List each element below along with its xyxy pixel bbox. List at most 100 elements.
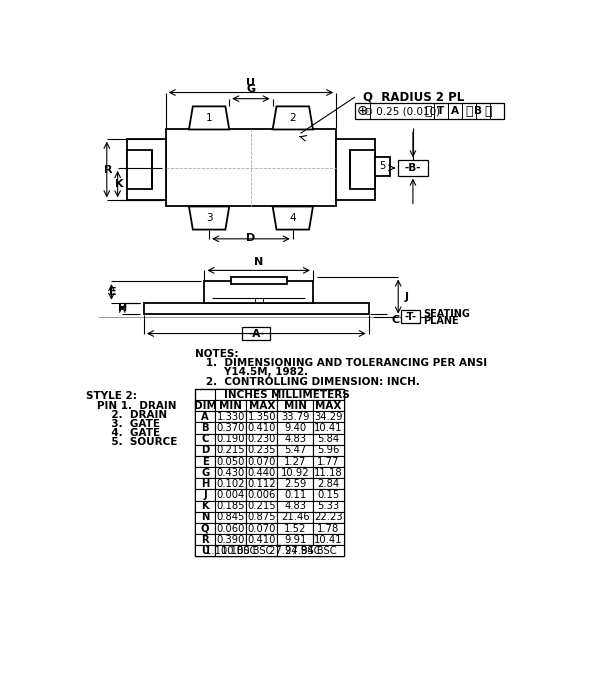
Bar bbox=[247, 489, 277, 500]
Text: C: C bbox=[201, 434, 209, 444]
Bar bbox=[247, 500, 277, 511]
Bar bbox=[195, 478, 215, 489]
Text: D: D bbox=[247, 232, 255, 243]
Text: ⊕: ⊕ bbox=[357, 104, 368, 118]
Bar bbox=[195, 545, 215, 557]
Bar bbox=[215, 456, 247, 467]
Text: E: E bbox=[109, 287, 117, 297]
Bar bbox=[247, 423, 277, 434]
Text: 0.215: 0.215 bbox=[248, 501, 276, 511]
Bar bbox=[215, 478, 247, 489]
Bar bbox=[215, 534, 247, 545]
Text: 5.  SOURCE: 5. SOURCE bbox=[86, 437, 177, 448]
Text: 0.102: 0.102 bbox=[217, 479, 245, 489]
Text: MIN: MIN bbox=[219, 400, 242, 411]
Text: STYLE 2:: STYLE 2: bbox=[86, 391, 137, 401]
Bar bbox=[215, 489, 247, 500]
Text: NOTES:: NOTES: bbox=[195, 349, 239, 359]
Bar bbox=[195, 489, 215, 500]
Text: 5.84: 5.84 bbox=[317, 434, 340, 444]
Text: A: A bbox=[201, 412, 209, 422]
Text: U: U bbox=[247, 78, 255, 88]
Text: 11.18: 11.18 bbox=[314, 468, 343, 477]
Text: PIN 1.  DRAIN: PIN 1. DRAIN bbox=[86, 400, 176, 411]
Text: N: N bbox=[254, 257, 263, 266]
Text: 1.52: 1.52 bbox=[284, 523, 307, 534]
Bar bbox=[215, 500, 247, 511]
Polygon shape bbox=[273, 106, 313, 130]
Text: INCHES: INCHES bbox=[225, 389, 268, 400]
Text: H: H bbox=[118, 303, 128, 313]
Text: Q  RADIUS 2 PL: Q RADIUS 2 PL bbox=[362, 91, 464, 103]
Bar bbox=[247, 523, 277, 534]
Bar bbox=[195, 500, 215, 511]
Bar bbox=[277, 534, 313, 545]
Text: 4.83: 4.83 bbox=[284, 434, 306, 444]
Text: 0.230: 0.230 bbox=[248, 434, 276, 444]
Text: DIM: DIM bbox=[194, 400, 217, 411]
Text: Q: Q bbox=[201, 523, 210, 534]
Bar bbox=[247, 445, 277, 456]
Bar bbox=[195, 523, 215, 534]
Bar bbox=[277, 445, 313, 456]
Bar bbox=[277, 456, 313, 467]
Text: 1: 1 bbox=[206, 113, 213, 123]
Text: Ⓜ: Ⓜ bbox=[465, 105, 472, 117]
Text: 0.006: 0.006 bbox=[248, 490, 276, 500]
Bar bbox=[277, 412, 313, 423]
Bar bbox=[313, 423, 344, 434]
Bar bbox=[277, 545, 313, 557]
Text: MAX: MAX bbox=[249, 400, 275, 411]
Bar bbox=[277, 434, 313, 445]
Bar bbox=[215, 400, 247, 412]
Text: 5.47: 5.47 bbox=[284, 446, 307, 455]
Bar bbox=[215, 423, 247, 434]
Text: R: R bbox=[104, 164, 112, 174]
Text: 1.78: 1.78 bbox=[317, 523, 340, 534]
Text: G: G bbox=[247, 84, 255, 94]
Bar bbox=[277, 423, 313, 434]
Bar bbox=[144, 303, 369, 314]
Bar bbox=[277, 500, 313, 511]
Bar bbox=[215, 389, 277, 400]
Text: 0.235: 0.235 bbox=[248, 446, 276, 455]
Bar bbox=[277, 467, 313, 478]
Text: 4.83: 4.83 bbox=[284, 501, 306, 511]
Text: 0.112: 0.112 bbox=[248, 479, 276, 489]
Bar bbox=[242, 328, 270, 339]
Bar bbox=[127, 151, 151, 189]
Text: 9.40: 9.40 bbox=[284, 423, 306, 433]
Text: Y14.5M, 1982.: Y14.5M, 1982. bbox=[195, 367, 308, 378]
Text: MIN: MIN bbox=[283, 400, 307, 411]
Bar bbox=[313, 445, 344, 456]
Bar bbox=[195, 434, 215, 445]
Text: 1.100 BSC: 1.100 BSC bbox=[205, 546, 257, 556]
Bar bbox=[247, 534, 277, 545]
Text: 0.004: 0.004 bbox=[217, 490, 245, 500]
Text: 0.845: 0.845 bbox=[217, 512, 245, 523]
Text: 0.190: 0.190 bbox=[217, 434, 245, 444]
Text: 2.  DRAIN: 2. DRAIN bbox=[86, 409, 167, 420]
Text: K: K bbox=[201, 501, 209, 511]
Text: D: D bbox=[201, 446, 209, 455]
Text: G: G bbox=[201, 468, 209, 477]
Bar bbox=[195, 511, 215, 523]
Polygon shape bbox=[189, 106, 229, 130]
Bar bbox=[215, 412, 247, 423]
Text: 2.84: 2.84 bbox=[317, 479, 340, 489]
Text: J: J bbox=[405, 291, 409, 302]
Bar bbox=[195, 389, 344, 557]
Bar bbox=[277, 523, 313, 534]
Polygon shape bbox=[189, 207, 229, 230]
Text: 9.91: 9.91 bbox=[284, 534, 307, 545]
Text: 1.330: 1.330 bbox=[217, 412, 245, 422]
Text: MAX: MAX bbox=[315, 400, 342, 411]
Bar bbox=[313, 523, 344, 534]
Text: N: N bbox=[201, 512, 210, 523]
Text: 1.100 BSC: 1.100 BSC bbox=[220, 546, 272, 556]
Text: 10.41: 10.41 bbox=[314, 423, 343, 433]
Text: 22.23: 22.23 bbox=[314, 512, 343, 523]
Text: 4.  GATE: 4. GATE bbox=[86, 428, 160, 438]
Bar bbox=[215, 445, 247, 456]
Text: 34.29: 34.29 bbox=[314, 412, 343, 422]
